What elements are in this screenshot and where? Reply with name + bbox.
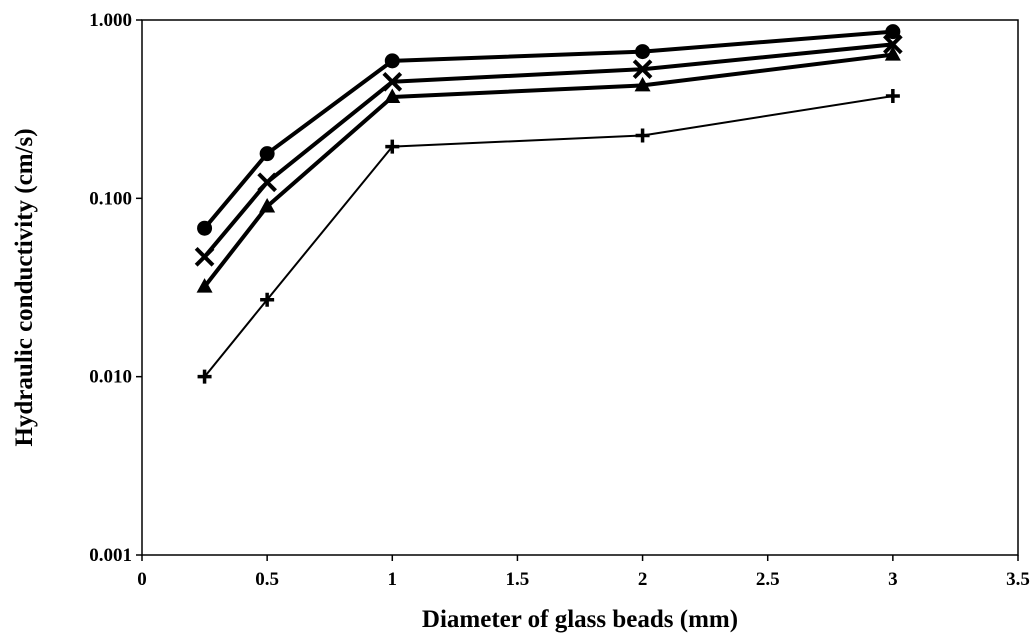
x-tick-label: 1.5 — [506, 569, 530, 590]
data-point-triangle — [259, 197, 276, 213]
data-point-circle — [259, 146, 275, 162]
x-tick-label: 0.5 — [255, 569, 279, 590]
series-layer — [194, 24, 903, 384]
data-point-plus — [260, 292, 275, 307]
series-triangle — [196, 46, 901, 293]
y-tick-label: 0.100 — [89, 188, 132, 209]
data-point-circle — [384, 53, 400, 69]
y-axis-ticks: 0.001 0.010 0.100 1.000 — [89, 10, 142, 566]
data-point-circle — [197, 220, 213, 236]
data-point-circle — [635, 44, 651, 60]
data-point-circle — [885, 24, 901, 40]
series-circle — [197, 24, 901, 236]
data-point-x — [257, 172, 277, 193]
x-tick-label: 1 — [388, 569, 398, 590]
series-x — [194, 34, 903, 267]
data-point-plus — [197, 369, 212, 384]
x-tick-label: 2.5 — [756, 569, 780, 590]
x-axis-ticks: 0 0.5 1 1.5 2 2.5 3 3.5 — [137, 555, 1030, 590]
y-tick-label: 0.010 — [89, 367, 132, 388]
data-point-plus — [635, 128, 650, 143]
data-point-triangle — [384, 88, 401, 104]
y-axis-label: Hydraulic conductivity (cm/s) — [11, 128, 38, 446]
x-axis-label: Diameter of glass beads (mm) — [422, 606, 738, 633]
data-point-triangle — [196, 278, 213, 293]
data-point-plus — [385, 139, 400, 154]
data-point-triangle — [884, 46, 901, 61]
y-tick-label: 0.001 — [89, 545, 132, 566]
series-plus — [197, 88, 900, 384]
data-point-plus — [885, 88, 900, 103]
data-point-x — [382, 72, 403, 92]
x-tick-label: 0 — [137, 569, 147, 590]
data-point-x — [883, 34, 903, 55]
data-point-x — [194, 246, 215, 267]
x-tick-label: 3 — [888, 569, 898, 590]
y-tick-label: 1.000 — [89, 10, 132, 31]
plot-area — [141, 19, 1019, 556]
data-point-triangle — [634, 76, 651, 92]
data-point-x — [632, 59, 653, 79]
x-tick-label: 2 — [638, 569, 648, 590]
x-tick-label: 3.5 — [1006, 569, 1030, 590]
